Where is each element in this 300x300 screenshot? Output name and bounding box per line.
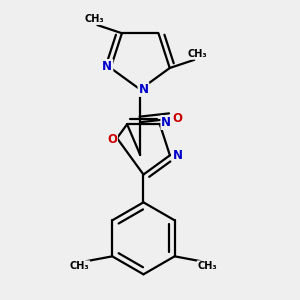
Text: CH₃: CH₃	[84, 14, 104, 24]
Text: N: N	[173, 149, 183, 162]
Text: N: N	[161, 116, 171, 129]
Text: CH₃: CH₃	[197, 261, 217, 271]
Text: CH₃: CH₃	[70, 261, 89, 271]
Text: O: O	[173, 112, 183, 125]
Text: N: N	[102, 60, 112, 73]
Text: N: N	[139, 83, 148, 96]
Text: O: O	[107, 133, 117, 146]
Text: CH₃: CH₃	[188, 49, 207, 59]
